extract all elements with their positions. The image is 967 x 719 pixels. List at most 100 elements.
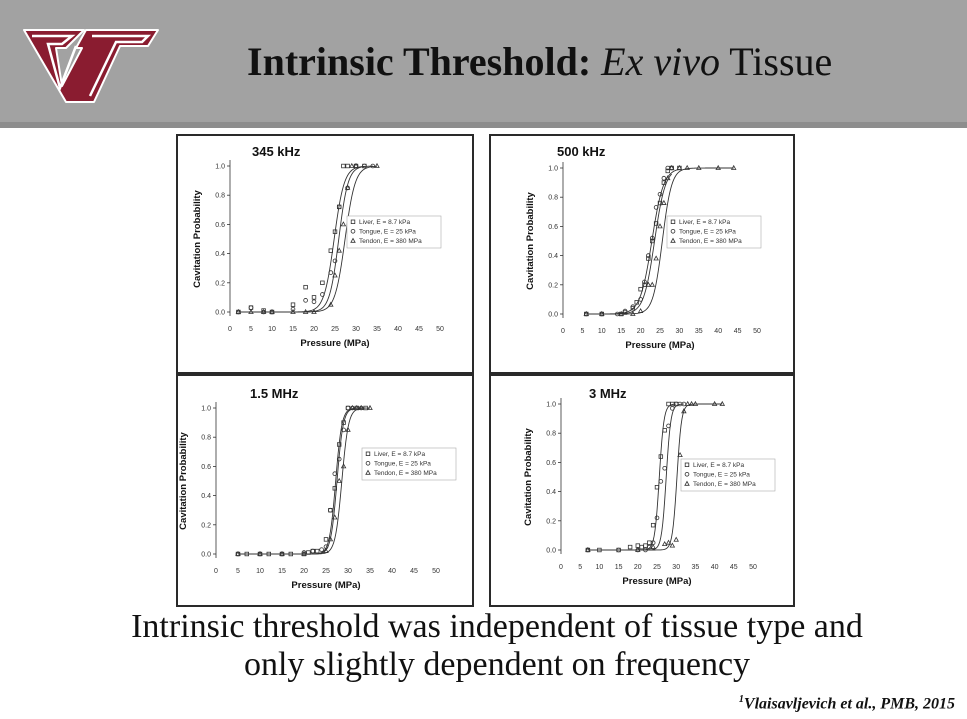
data-point-square bbox=[643, 543, 648, 548]
data-point-circle bbox=[654, 515, 660, 521]
y-tick-label: 1.0 bbox=[215, 164, 225, 171]
x-axis-label: Pressure (MPa) bbox=[291, 580, 360, 591]
data-point-triangle bbox=[235, 550, 241, 556]
title-italic: Ex vivo bbox=[601, 39, 720, 84]
data-point-triangle bbox=[585, 546, 591, 552]
y-tick-label: 0.6 bbox=[546, 460, 556, 467]
data-point-circle bbox=[670, 406, 675, 411]
data-point-square bbox=[290, 302, 296, 307]
chart-panel-500khz: 500 kHz 0.0 0.2 0.4 0.6 0.8 1.0 0 5 10 15 20 25 30 35 4… bbox=[489, 134, 795, 374]
data-point-square bbox=[657, 200, 663, 206]
legend-label: Liver, E = 8.7 kPa bbox=[374, 451, 426, 458]
data-point-triangle bbox=[349, 404, 356, 410]
data-point-square bbox=[630, 305, 636, 311]
data-point-triangle bbox=[269, 308, 275, 314]
y-tick-label: 0.2 bbox=[548, 282, 558, 289]
x-tick-label: 40 bbox=[388, 568, 396, 575]
data-point-circle bbox=[311, 299, 317, 305]
x-tick-label: 50 bbox=[749, 564, 757, 571]
chart-panel-1-5mhz: 1.5 MHz 0.0 0.2 0.4 0.6 0.8 1.0 0 5 10 15 20 25 30 35 4… bbox=[176, 374, 474, 607]
data-point-triangle bbox=[677, 451, 683, 457]
y-tick-label: 0.4 bbox=[548, 253, 558, 260]
data-point-triangle bbox=[673, 536, 679, 542]
legend-label: Tongue, E = 25 kPa bbox=[374, 461, 431, 468]
data-point-triangle bbox=[279, 550, 285, 556]
data-point-circle bbox=[332, 471, 338, 476]
x-tick-label: 35 bbox=[695, 328, 703, 335]
data-point-circle bbox=[362, 163, 367, 169]
legend-label: Tongue, E = 25 kPa bbox=[693, 472, 750, 479]
y-axis-label: Cavitation Probability bbox=[525, 191, 536, 289]
data-point-triangle bbox=[328, 301, 334, 307]
y-tick-label: 0.8 bbox=[546, 431, 556, 438]
x-tick-label: 5 bbox=[580, 328, 584, 335]
data-point-triangle bbox=[260, 308, 267, 314]
data-point-square bbox=[363, 405, 368, 411]
data-point-square bbox=[650, 238, 655, 244]
legend-marker-circle bbox=[365, 461, 371, 466]
data-point-square bbox=[627, 544, 633, 550]
chart-panel-345khz: 345 kHz 0.0 0.2 0.4 0.6 0.8 1.0 0 5 10 15 20 25 30 35 4… bbox=[176, 134, 474, 374]
y-tick-label: 0.0 bbox=[546, 548, 556, 555]
data-point-circle bbox=[290, 306, 296, 312]
x-tick-label: 0 bbox=[214, 568, 218, 575]
x-tick-label: 30 bbox=[672, 564, 680, 571]
data-point-circle bbox=[616, 547, 621, 553]
data-point-triangle bbox=[340, 463, 347, 469]
chart-panel-3mhz: 3 MHz 0.0 0.2 0.4 0.6 0.8 1.0 0 5 10 15 20 25 30 35 40 4… bbox=[489, 374, 795, 607]
data-point-square bbox=[336, 442, 342, 447]
x-tick-label: 15 bbox=[289, 326, 297, 333]
x-tick-label: 45 bbox=[730, 564, 738, 571]
data-point-triangle bbox=[730, 164, 737, 170]
data-point-triangle bbox=[635, 546, 641, 552]
data-point-triangle bbox=[688, 400, 695, 406]
x-tick-label: 20 bbox=[637, 328, 645, 335]
data-point-triangle bbox=[668, 164, 675, 170]
data-point-square bbox=[658, 454, 664, 459]
data-point-triangle bbox=[327, 536, 334, 542]
y-tick-label: 0.8 bbox=[215, 193, 225, 200]
y-tick-label: 1.0 bbox=[201, 406, 211, 413]
data-point-square bbox=[665, 168, 670, 174]
data-point-triangle bbox=[637, 307, 644, 313]
vt-logo bbox=[23, 29, 159, 103]
legend-label: Tendon, E = 380 MPa bbox=[693, 481, 756, 488]
data-point-square bbox=[642, 282, 647, 287]
data-point-circle bbox=[657, 191, 663, 197]
x-tick-label: 0 bbox=[561, 328, 565, 335]
fit-curve bbox=[587, 403, 677, 551]
y-tick-label: 0.4 bbox=[546, 489, 556, 496]
x-tick-label: 5 bbox=[236, 568, 240, 575]
data-point-circle bbox=[638, 297, 643, 302]
data-point-triangle bbox=[302, 308, 309, 314]
title-bold: Intrinsic Threshold: bbox=[247, 39, 592, 84]
header-shadow bbox=[0, 122, 967, 128]
x-tick-label: 0 bbox=[559, 564, 563, 571]
data-point-triangle bbox=[248, 308, 254, 314]
data-point-circle bbox=[345, 405, 351, 411]
data-point-square bbox=[303, 284, 308, 290]
data-point-triangle bbox=[340, 221, 347, 227]
x-tick-label: 50 bbox=[753, 328, 761, 335]
data-point-triangle bbox=[332, 514, 338, 520]
data-point-square bbox=[597, 547, 602, 553]
data-point-circle bbox=[681, 401, 687, 407]
data-point-square bbox=[332, 229, 338, 234]
legend-label: Tendon, E = 380 MPa bbox=[374, 470, 437, 477]
legend-marker-square bbox=[684, 462, 690, 467]
data-point-triangle bbox=[661, 541, 668, 547]
data-point-triangle bbox=[332, 272, 338, 278]
data-point-triangle bbox=[649, 281, 656, 287]
data-point-triangle bbox=[618, 310, 624, 316]
data-point-triangle bbox=[661, 199, 667, 205]
data-point-triangle bbox=[257, 550, 263, 556]
x-tick-label: 25 bbox=[653, 564, 661, 571]
data-point-triangle bbox=[665, 539, 672, 545]
data-point-circle bbox=[646, 253, 651, 258]
x-tick-label: 35 bbox=[366, 568, 374, 575]
fit-curve bbox=[587, 403, 723, 551]
data-point-circle bbox=[622, 308, 628, 314]
data-point-square bbox=[661, 180, 667, 185]
data-point-square bbox=[306, 550, 311, 555]
chart-3mhz: 3 MHz 0.0 0.2 0.4 0.6 0.8 1.0 0 5 10 15 20 25 30 35 40 4… bbox=[523, 386, 776, 587]
